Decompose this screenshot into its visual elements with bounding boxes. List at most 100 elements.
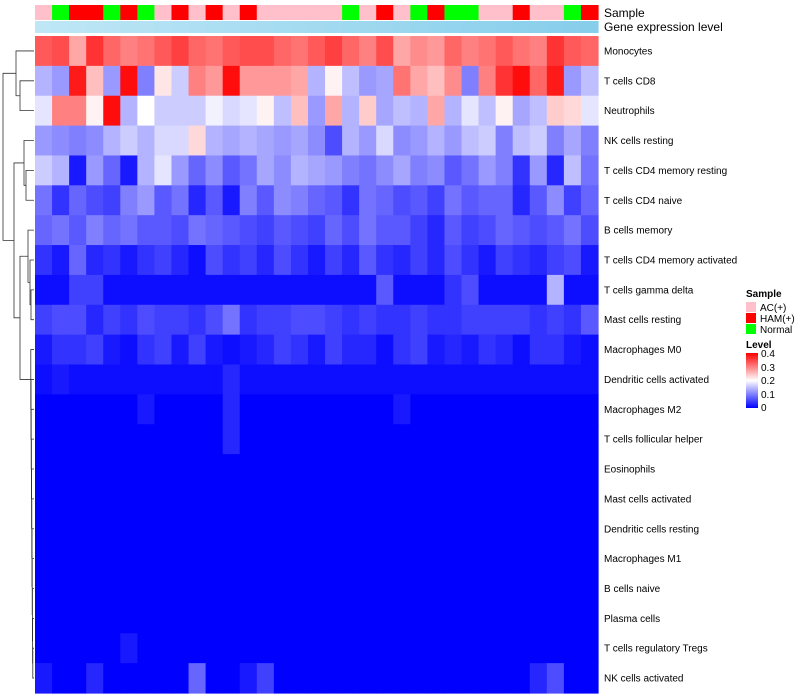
heatmap-cell — [86, 454, 104, 485]
heatmap-cell — [529, 95, 548, 127]
heatmap-cell — [256, 185, 275, 216]
heatmap-cell — [290, 36, 309, 67]
heatmap-cell — [290, 454, 309, 485]
heatmap-cell — [563, 633, 582, 664]
heatmap-cell — [256, 245, 275, 276]
row-label: Neutrophils — [604, 106, 655, 117]
heatmap-cell — [325, 364, 343, 395]
heatmap-cell — [52, 65, 70, 97]
heatmap-cell — [307, 603, 326, 634]
sample-annotation-cell — [120, 5, 138, 20]
heatmap-cell — [188, 513, 207, 545]
heatmap-cell — [137, 36, 156, 67]
heatmap-cell — [307, 215, 326, 246]
heatmap-cell — [120, 573, 138, 605]
heatmap-cell — [461, 603, 480, 634]
heatmap-cell — [342, 215, 360, 246]
sample-annotation-cell — [444, 5, 463, 20]
expression-annotation-cell — [103, 21, 121, 33]
heatmap-cell — [461, 483, 480, 515]
heatmap-cell — [35, 215, 53, 246]
heatmap-cell — [563, 543, 582, 575]
heatmap-cell — [461, 245, 480, 276]
heatmap-cell — [444, 95, 463, 127]
heatmap-cell — [529, 274, 548, 306]
heatmap-cell — [512, 663, 531, 694]
heatmap-cell — [495, 543, 514, 575]
dendrogram-branch — [32, 617, 34, 664]
heatmap-cell — [359, 155, 377, 186]
heatmap-cell — [529, 603, 548, 634]
heatmap-cell — [222, 394, 241, 425]
heatmap-cell — [239, 483, 258, 515]
sample-annotation-cell — [239, 5, 258, 20]
heatmap-cell — [52, 424, 70, 455]
row-dendrogram — [2, 50, 34, 679]
heatmap-cell — [273, 274, 292, 306]
row-label: Mast cells resting — [604, 315, 681, 326]
expression-annotation-cell — [239, 21, 258, 33]
row-label: B cells memory — [604, 226, 672, 237]
heatmap-cell — [103, 185, 121, 216]
heatmap-cell — [171, 334, 190, 366]
heatmap-cell — [461, 125, 480, 157]
heatmap-cell — [69, 663, 87, 694]
heatmap-cell — [222, 215, 241, 246]
heatmap-cell — [239, 424, 258, 455]
heatmap-cell — [239, 304, 258, 336]
heatmap-cell — [171, 603, 190, 634]
legend-level-colorbar — [746, 353, 758, 408]
heatmap-cell — [325, 573, 343, 605]
heatmap-cell — [256, 65, 275, 97]
heatmap-cell — [205, 36, 224, 67]
heatmap-cell — [35, 125, 53, 157]
heatmap-cell — [393, 543, 411, 575]
heatmap-cell — [222, 573, 241, 605]
heatmap-cell — [512, 483, 531, 515]
sample-annotation-cell — [154, 5, 173, 20]
heatmap-cell — [393, 334, 411, 366]
heatmap-cell — [495, 334, 514, 366]
heatmap-cell — [495, 633, 514, 664]
heatmap-cell — [461, 394, 480, 425]
heatmap-cell — [103, 65, 121, 97]
heatmap-cell — [205, 95, 224, 127]
heatmap-cell — [563, 334, 582, 366]
sample-annotation-cell — [273, 5, 292, 20]
heatmap-cell — [256, 334, 275, 366]
heatmap-cell — [273, 65, 292, 97]
heatmap-cell — [307, 95, 326, 127]
heatmap-cell — [120, 394, 138, 425]
heatmap-cell — [393, 454, 411, 485]
heatmap-cell — [444, 274, 463, 306]
heatmap-cell — [137, 543, 156, 575]
heatmap-cell — [376, 663, 394, 694]
heatmap-cell — [188, 483, 207, 515]
heatmap-cell — [325, 215, 343, 246]
heatmap-cell — [427, 155, 446, 186]
heatmap-cell — [325, 95, 343, 127]
heatmap-cell — [35, 304, 53, 336]
heatmap-cell — [171, 125, 190, 157]
heatmap-cell — [342, 185, 360, 216]
heatmap-cell — [359, 663, 377, 694]
heatmap-cell — [393, 215, 411, 246]
row-label: T cells follicular helper — [604, 435, 703, 446]
heatmap-cell — [52, 125, 70, 157]
heatmap-cell — [546, 603, 565, 634]
heatmap-cell — [52, 95, 70, 127]
heatmap-cell — [273, 125, 292, 157]
heatmap-cell — [478, 633, 497, 664]
track-label-expression: Gene expression level — [604, 20, 723, 34]
heatmap-cell — [427, 274, 446, 306]
heatmap-cell — [69, 364, 87, 395]
heatmap-cell — [69, 155, 87, 186]
heatmap-cell — [69, 36, 87, 67]
sample-annotation-cell — [546, 5, 565, 20]
heatmap-cell — [546, 125, 565, 157]
heatmap-cell — [563, 603, 582, 634]
heatmap-cell — [103, 155, 121, 186]
heatmap-cell — [580, 633, 599, 664]
heatmap-cell — [410, 245, 428, 276]
heatmap-cell — [52, 36, 70, 67]
